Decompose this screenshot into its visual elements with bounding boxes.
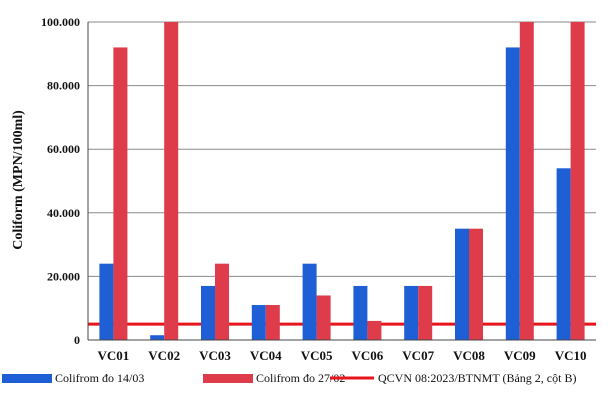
x-tick-label: VC10 — [555, 348, 587, 363]
x-tick-label: VC01 — [98, 348, 130, 363]
bar-series2-vc05 — [316, 295, 331, 340]
bar-series2-vc02 — [164, 22, 179, 340]
y-tick-label: 60.000 — [47, 142, 80, 156]
legend-label-series2: Colifrom đo 27/02 — [256, 371, 345, 385]
x-tick-label: VC04 — [250, 348, 282, 363]
x-tick-label: VC07 — [402, 348, 434, 363]
y-tick-label: 40.000 — [47, 206, 80, 220]
x-tick-label: VC09 — [504, 348, 536, 363]
y-tick-label: 80.000 — [47, 79, 80, 93]
bar-series1-vc05 — [302, 263, 317, 340]
bar-series1-vc06 — [353, 285, 368, 340]
bar-series1-vc09 — [505, 47, 520, 340]
bar-series2-vc04 — [265, 305, 280, 340]
legend-label-series1: Colifrom đo 14/03 — [55, 371, 144, 385]
bar-series2-vc06 — [367, 320, 382, 340]
bar-series2-vc08 — [469, 228, 483, 340]
bar-series1-vc04 — [251, 305, 266, 340]
bar-series2-vc09 — [519, 22, 534, 340]
x-tick-label: VC03 — [199, 348, 231, 363]
legend-swatch-series2 — [203, 374, 253, 383]
bar-layer — [99, 22, 585, 340]
legend-swatch-series1 — [2, 374, 52, 383]
y-tick-label: 0 — [74, 333, 80, 347]
legend-label-reference: QCVN 08:2023/BTNMT (Bảng 2, cột B) — [378, 371, 576, 385]
y-tick-label: 100.000 — [41, 15, 80, 29]
bar-series1-vc02 — [150, 335, 165, 340]
bar-series2-vc03 — [215, 263, 229, 340]
bar-series1-vc01 — [99, 263, 114, 340]
y-tick-label: 20.000 — [47, 269, 80, 283]
bar-series1-vc10 — [556, 168, 571, 340]
bar-series1-vc08 — [455, 228, 469, 340]
bar-series2-vc01 — [113, 47, 128, 340]
x-tick-label: VC05 — [301, 348, 333, 363]
bar-series2-vc10 — [570, 22, 585, 340]
bar-series1-vc03 — [201, 285, 215, 340]
x-tick-label: VC06 — [352, 348, 384, 363]
axis-layer: 0 20.000 40.000 60.000 80.000 100.000 VC01 VC02… — [41, 15, 596, 363]
legend: Colifrom đo 14/03 Colifrom đo 27/02 QCVN 0… — [2, 371, 576, 385]
y-axis-label: Coliform (MPN/100ml) — [11, 110, 26, 250]
x-tick-label: VC08 — [453, 348, 485, 363]
x-tick-label: VC02 — [148, 348, 180, 363]
bar-series2-vc07 — [418, 285, 433, 340]
bar-series1-vc07 — [404, 285, 419, 340]
